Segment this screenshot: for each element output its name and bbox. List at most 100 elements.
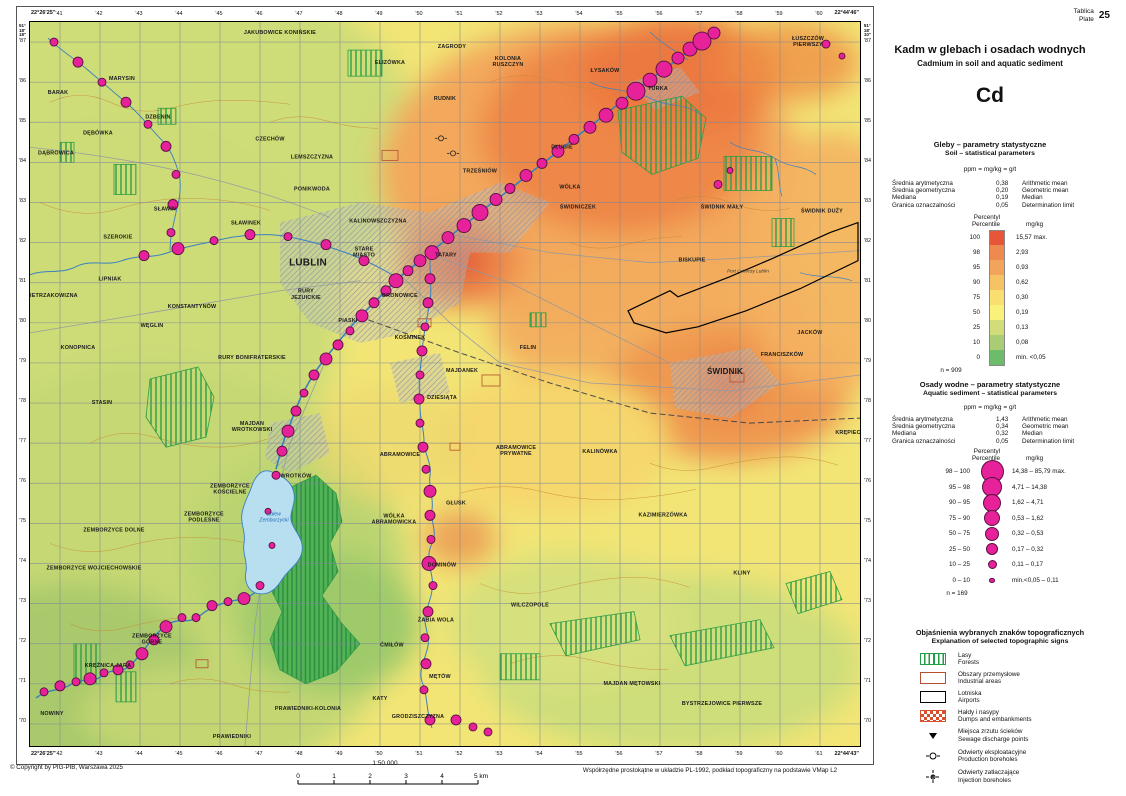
stat-label-pl: Granica oznaczalności — [892, 437, 956, 445]
grid-tick-label: '72 — [18, 638, 27, 644]
topo-label-pl: Odwierty zatłaczające — [958, 769, 1020, 777]
sample-point — [419, 685, 429, 695]
sample-point — [642, 72, 658, 88]
sample-point — [83, 672, 97, 686]
grid-tick-label: '85 — [18, 118, 27, 124]
map-place-label: ZEMBORZYCE WOJCIECHOWSKIE — [46, 566, 141, 572]
map-plate: 22°26'25" 22°44'46" 22°26'25" 22°44'43" … — [16, 6, 874, 765]
stat-value: 0,38 — [996, 180, 1009, 187]
map-place-label: ŁYSAKÓW — [591, 66, 621, 74]
grid-tick-label: '42 — [55, 751, 63, 757]
map-place-label: KAZIMIERZÓWKA — [639, 510, 688, 518]
map-place-label: FRANCISZKÓW — [761, 350, 804, 358]
circle-scale-percentile: 10 – 25 — [948, 561, 970, 569]
industrial-outlines — [195, 149, 745, 669]
map-place-label: KALINÓWKA — [582, 447, 617, 455]
injection-borehole-symbol — [926, 769, 940, 784]
soil-scale-unit: mg/kg — [1026, 221, 1044, 228]
stat-row: Średnia geometryczna 0,20 Geometric mean — [892, 187, 1118, 194]
grid-tick-label: '77 — [18, 438, 27, 444]
topo-label-en: Airports — [958, 697, 980, 705]
color-scale-value: 0,30 — [1016, 294, 1029, 301]
sample-point — [598, 107, 614, 123]
topo-label-en: Forests — [958, 659, 979, 667]
sample-point — [422, 297, 434, 309]
sediment-section-title-pl: Osady wodne – parametry statystyczne — [919, 380, 1061, 389]
topo-label-pl: Miejsca zrzutu ścieków — [958, 728, 1023, 736]
map-place-label: ŻABIA WOLA — [418, 617, 454, 624]
production-borehole-symbol — [926, 752, 940, 760]
color-scale-percentile: 90 — [972, 279, 980, 286]
map-scale-text: 1:50 000 — [372, 760, 398, 767]
sample-point — [456, 218, 472, 234]
coord-bottom-left: 22°26'25" — [31, 751, 56, 757]
topo-labels: Miejsca zrzutu ścieków Sewage discharge p… — [958, 728, 1028, 742]
grid-tick-label: '79 — [863, 358, 872, 364]
color-scale-row: 0 min. <0,05 — [892, 349, 1118, 366]
sediment-scale-unit: mg/kg — [1026, 455, 1044, 462]
soil-units: ppm = mg/kg = g/t — [963, 166, 1017, 173]
grid-tick-label: '52 — [495, 11, 503, 17]
grid-tick-label: '82 — [18, 238, 27, 244]
grid-tick-label: '56 — [615, 751, 623, 757]
sample-point — [264, 507, 272, 515]
topo-label-pl: Lasy — [958, 652, 972, 659]
topo-legend-item: Miejsca zrzutu ścieków Sewage discharge p… — [916, 728, 1126, 744]
sediment-percentile-label-en: Percentile — [971, 455, 1000, 462]
latitude-mark-right: 51° 18' 10" — [863, 23, 871, 38]
sample-point — [428, 581, 438, 591]
grid-tick-label: '74 — [18, 558, 27, 564]
topo-labels: Lotniska Airports — [958, 690, 981, 704]
latitude-mark-left: 51° 18' 18" — [19, 23, 27, 38]
map-place-label: TURKA — [648, 86, 668, 92]
sample-point — [417, 441, 429, 453]
grid-tick-label: '81 — [18, 278, 27, 284]
grid-tick-label: '84 — [863, 158, 872, 164]
topo-legend-item: Odwierty eksploatacyjne Production boreho… — [916, 748, 1126, 764]
grid-tick-label: '51 — [455, 11, 463, 17]
sample-point — [424, 509, 436, 521]
color-scale-swatch — [989, 275, 1005, 290]
map-place-label: ĆMIŁÓW — [380, 641, 404, 649]
sample-point — [536, 157, 548, 169]
map-place-label: LUBLIN — [289, 258, 327, 269]
legend-panel: Tablica Plate 25 Kadm w glebach i osadac… — [872, 0, 1126, 796]
sample-point — [283, 232, 293, 242]
grid-tick-label: '47 — [295, 11, 303, 17]
sample-point — [615, 96, 629, 110]
sample-point — [138, 250, 150, 262]
stat-label-en: Median — [1022, 194, 1043, 202]
sample-point — [413, 254, 427, 268]
topo-title-pl: Objaśnienia wybranych znaków topograficz… — [915, 628, 1085, 637]
sample-point — [420, 658, 432, 670]
color-scale-row: 100 15,57 max. — [892, 229, 1118, 246]
sample-point — [209, 236, 219, 246]
plate-block: Tablica Plate 25 — [1074, 8, 1110, 23]
grid-tick-label: '49 — [375, 11, 383, 17]
sample-point — [332, 339, 344, 351]
grid-tick-label: '76 — [863, 478, 872, 484]
grid-tick-label: '51 — [415, 751, 423, 757]
circle-scale-value: 0,53 – 1,62 — [1012, 514, 1044, 522]
sample-point — [426, 534, 436, 544]
railway — [359, 316, 860, 424]
circle-scale-row: 95 – 98 4,71 – 14,38 — [892, 477, 1118, 498]
color-scale-row: 98 2,93 — [892, 245, 1118, 260]
sample-size-dot — [987, 560, 997, 570]
stat-value: 0,05 — [996, 201, 1009, 209]
sample-points — [39, 26, 846, 737]
grid-tick-label: '43 — [135, 11, 143, 17]
color-scale-value: min. <0,05 — [1016, 354, 1046, 361]
map-place-label: WÓLKA ABRAMOWICKA — [372, 511, 417, 525]
sample-point — [838, 52, 846, 60]
sample-point — [471, 204, 489, 221]
sample-point — [54, 680, 66, 692]
topo-title-en: Explanation of selected topographic sign… — [931, 638, 1069, 645]
circle-scale-symbol — [978, 493, 1006, 512]
circle-scale-percentile: 90 – 95 — [948, 499, 970, 507]
grid-tick-label: '48 — [335, 11, 343, 17]
topo-legend-list: Lasy Forests Obszary przemysłowe Industrial… — [916, 652, 1126, 789]
sample-point — [125, 660, 135, 670]
soil-percentile-label-pl: Percentyl — [973, 214, 1000, 221]
sample-point — [159, 620, 173, 634]
